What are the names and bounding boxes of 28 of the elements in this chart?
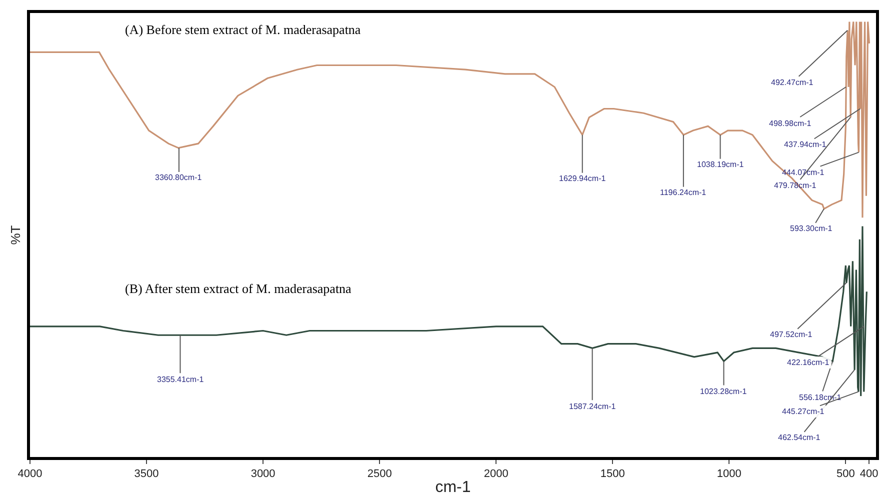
annotation: 498.98cm-1: [769, 119, 812, 128]
annotation: 445.27cm-1: [782, 407, 825, 416]
annotation: (B) After stem extract of M. maderasapatna: [125, 281, 352, 296]
annotation: 593.30cm-1: [790, 224, 833, 233]
annotation: 437.94cm-1: [784, 140, 827, 149]
annotation: 1629.94cm-1: [559, 174, 606, 183]
annotation: 1587.24cm-1: [569, 402, 616, 411]
annotation: (A) Before stem extract of M. maderasapatna: [125, 22, 361, 37]
x-tick-label: 2000: [484, 468, 508, 480]
x-tick-label: 500: [836, 468, 855, 480]
annotation: 492.47cm-1: [771, 78, 814, 87]
x-tick-label: 3000: [250, 468, 276, 480]
x-tick-label: 4000: [18, 468, 42, 480]
annotation: 462.54cm-1: [778, 433, 821, 442]
annotation: 3355.41cm-1: [157, 375, 204, 384]
x-tick-label: 1500: [600, 468, 625, 480]
y-axis-title: %T: [8, 225, 23, 245]
annotation: 497.52cm-1: [770, 330, 813, 339]
annotation: 3360.80cm-1: [155, 173, 202, 182]
x-tick-label: 400: [860, 468, 878, 480]
annotation: 1196.24cm-1: [660, 188, 707, 197]
x-tick-label: 2500: [367, 468, 392, 480]
x-tick-label: 3500: [134, 468, 159, 480]
x-axis-title: cm-1: [435, 478, 471, 496]
annotation: 422.16cm-1: [787, 358, 830, 367]
x-tick-label: 1000: [716, 468, 742, 480]
annotation: 1023.28cm-1: [700, 387, 748, 396]
annotation: 1038.19cm-1: [697, 160, 744, 169]
